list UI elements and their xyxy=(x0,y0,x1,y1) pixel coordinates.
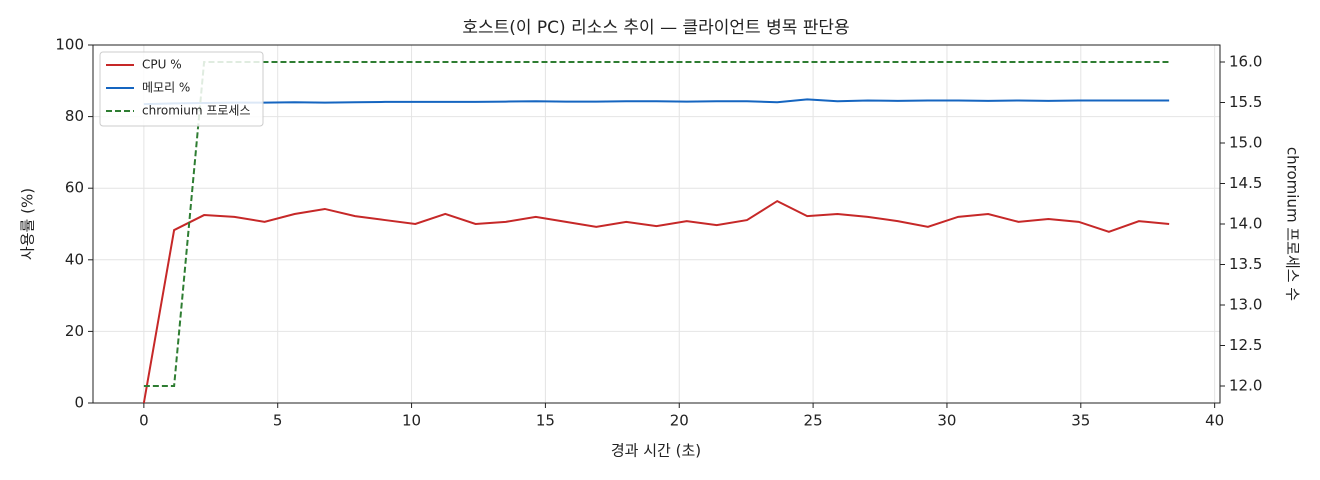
y2-tick-label: 16.0 xyxy=(1229,53,1262,71)
legend-label: CPU % xyxy=(142,58,182,72)
x-tick-label: 35 xyxy=(1071,412,1090,430)
y-axis-label: 사용률 (%) xyxy=(19,188,37,260)
y-tick-label: 40 xyxy=(65,250,84,268)
y-tick-label: 0 xyxy=(74,394,84,412)
y2-axis-label: chromium 프로세스 수 xyxy=(1284,147,1302,301)
y-tick-label: 80 xyxy=(65,107,84,125)
x-tick-label: 20 xyxy=(670,412,689,430)
y2-tick-label: 14.0 xyxy=(1229,215,1262,233)
y2-tick-label: 12.0 xyxy=(1229,376,1262,394)
chart-title: 호스트(이 PC) 리소스 추이 — 클라이언트 병목 판단용 xyxy=(462,18,849,38)
y-tick-label: 60 xyxy=(65,179,84,197)
series-line xyxy=(143,98,1170,106)
x-tick-label: 15 xyxy=(536,412,555,430)
x-tick-label: 0 xyxy=(139,412,149,430)
series-line xyxy=(142,199,1170,404)
legend-label: chromium 프로세스 xyxy=(142,104,251,118)
y-tick-label: 20 xyxy=(65,322,84,340)
x-tick-label: 10 xyxy=(402,412,421,430)
plot-frame xyxy=(92,44,1221,404)
x-tick-label: 40 xyxy=(1205,412,1224,430)
legend-label: 메모리 % xyxy=(142,81,190,95)
y2-tick-label: 15.0 xyxy=(1229,134,1262,152)
series-line xyxy=(143,61,1170,387)
x-tick-label: 5 xyxy=(273,412,283,430)
y2-tick-label: 12.5 xyxy=(1229,336,1262,354)
y-tick-label: 100 xyxy=(55,36,84,54)
y2-tick-label: 13.5 xyxy=(1229,255,1262,273)
x-axis-label: 경과 시간 (초) xyxy=(611,442,701,460)
y2-tick-label: 15.5 xyxy=(1229,93,1262,111)
legend-box xyxy=(99,51,264,127)
x-tick-label: 25 xyxy=(804,412,823,430)
y2-tick-label: 14.5 xyxy=(1229,174,1262,192)
y2-tick-label: 13.0 xyxy=(1229,295,1262,313)
x-tick-label: 30 xyxy=(937,412,956,430)
